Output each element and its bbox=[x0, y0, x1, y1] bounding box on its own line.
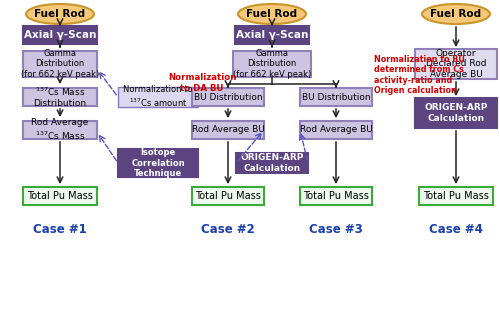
Text: Case #4: Case #4 bbox=[429, 223, 483, 236]
Text: Axial γ-Scan: Axial γ-Scan bbox=[24, 30, 96, 40]
Text: ORIGEN-ARP
Calculation: ORIGEN-ARP Calculation bbox=[424, 103, 488, 123]
Ellipse shape bbox=[26, 4, 94, 24]
FancyBboxPatch shape bbox=[192, 187, 264, 205]
FancyBboxPatch shape bbox=[233, 51, 311, 77]
FancyBboxPatch shape bbox=[236, 153, 308, 173]
Text: Rod Average BU: Rod Average BU bbox=[300, 126, 372, 134]
Text: Isotope
Correlation
Technique: Isotope Correlation Technique bbox=[131, 148, 185, 178]
Text: Case #2: Case #2 bbox=[201, 223, 255, 236]
FancyBboxPatch shape bbox=[192, 88, 264, 106]
Text: $^{137}$Cs Mass
Distribution: $^{137}$Cs Mass Distribution bbox=[34, 86, 86, 108]
Text: Rod Average
$^{137}$Cs Mass: Rod Average $^{137}$Cs Mass bbox=[32, 118, 88, 142]
FancyBboxPatch shape bbox=[23, 121, 97, 139]
FancyBboxPatch shape bbox=[300, 121, 372, 139]
Ellipse shape bbox=[238, 4, 306, 24]
Text: Fuel Rod: Fuel Rod bbox=[34, 9, 86, 19]
Text: Fuel Rod: Fuel Rod bbox=[246, 9, 298, 19]
Text: Normalization to
$^{137}$Cs amount: Normalization to $^{137}$Cs amount bbox=[123, 85, 193, 109]
Text: Total Pu Mass: Total Pu Mass bbox=[303, 191, 369, 201]
Text: Gamma
Distribution
(for 662 keV peak): Gamma Distribution (for 662 keV peak) bbox=[233, 49, 311, 79]
Text: Total Pu Mass: Total Pu Mass bbox=[195, 191, 261, 201]
Text: Normalization
to DA BU: Normalization to DA BU bbox=[168, 73, 236, 93]
Text: Case #1: Case #1 bbox=[33, 223, 87, 236]
Text: Gamma
Distribution
(for 662 keV peak): Gamma Distribution (for 662 keV peak) bbox=[21, 49, 99, 79]
FancyBboxPatch shape bbox=[23, 88, 97, 106]
FancyBboxPatch shape bbox=[300, 187, 372, 205]
Text: Total Pu Mass: Total Pu Mass bbox=[423, 191, 489, 201]
FancyBboxPatch shape bbox=[419, 187, 493, 205]
FancyBboxPatch shape bbox=[300, 88, 372, 106]
FancyBboxPatch shape bbox=[415, 98, 497, 128]
Text: Axial γ-Scan: Axial γ-Scan bbox=[236, 30, 308, 40]
FancyBboxPatch shape bbox=[23, 187, 97, 205]
Text: Normalization to BU
determined from Cs
activity-ratio and
Origen calculation: Normalization to BU determined from Cs a… bbox=[374, 55, 465, 95]
Text: BU Distribution: BU Distribution bbox=[302, 93, 370, 101]
Text: Total Pu Mass: Total Pu Mass bbox=[27, 191, 93, 201]
FancyBboxPatch shape bbox=[118, 149, 198, 177]
FancyBboxPatch shape bbox=[23, 51, 97, 77]
Text: Operator
Declared Rod
Average BU: Operator Declared Rod Average BU bbox=[426, 49, 486, 79]
Text: Fuel Rod: Fuel Rod bbox=[430, 9, 482, 19]
FancyBboxPatch shape bbox=[23, 26, 97, 44]
Text: Rod Average BU: Rod Average BU bbox=[192, 126, 264, 134]
FancyBboxPatch shape bbox=[192, 121, 264, 139]
Text: BU Distribution: BU Distribution bbox=[194, 93, 262, 101]
FancyBboxPatch shape bbox=[118, 87, 198, 107]
Text: Case #3: Case #3 bbox=[309, 223, 363, 236]
FancyBboxPatch shape bbox=[415, 49, 497, 79]
FancyBboxPatch shape bbox=[235, 26, 309, 44]
Ellipse shape bbox=[422, 4, 490, 24]
Text: ORIGEN-ARP
Calculation: ORIGEN-ARP Calculation bbox=[240, 153, 304, 173]
